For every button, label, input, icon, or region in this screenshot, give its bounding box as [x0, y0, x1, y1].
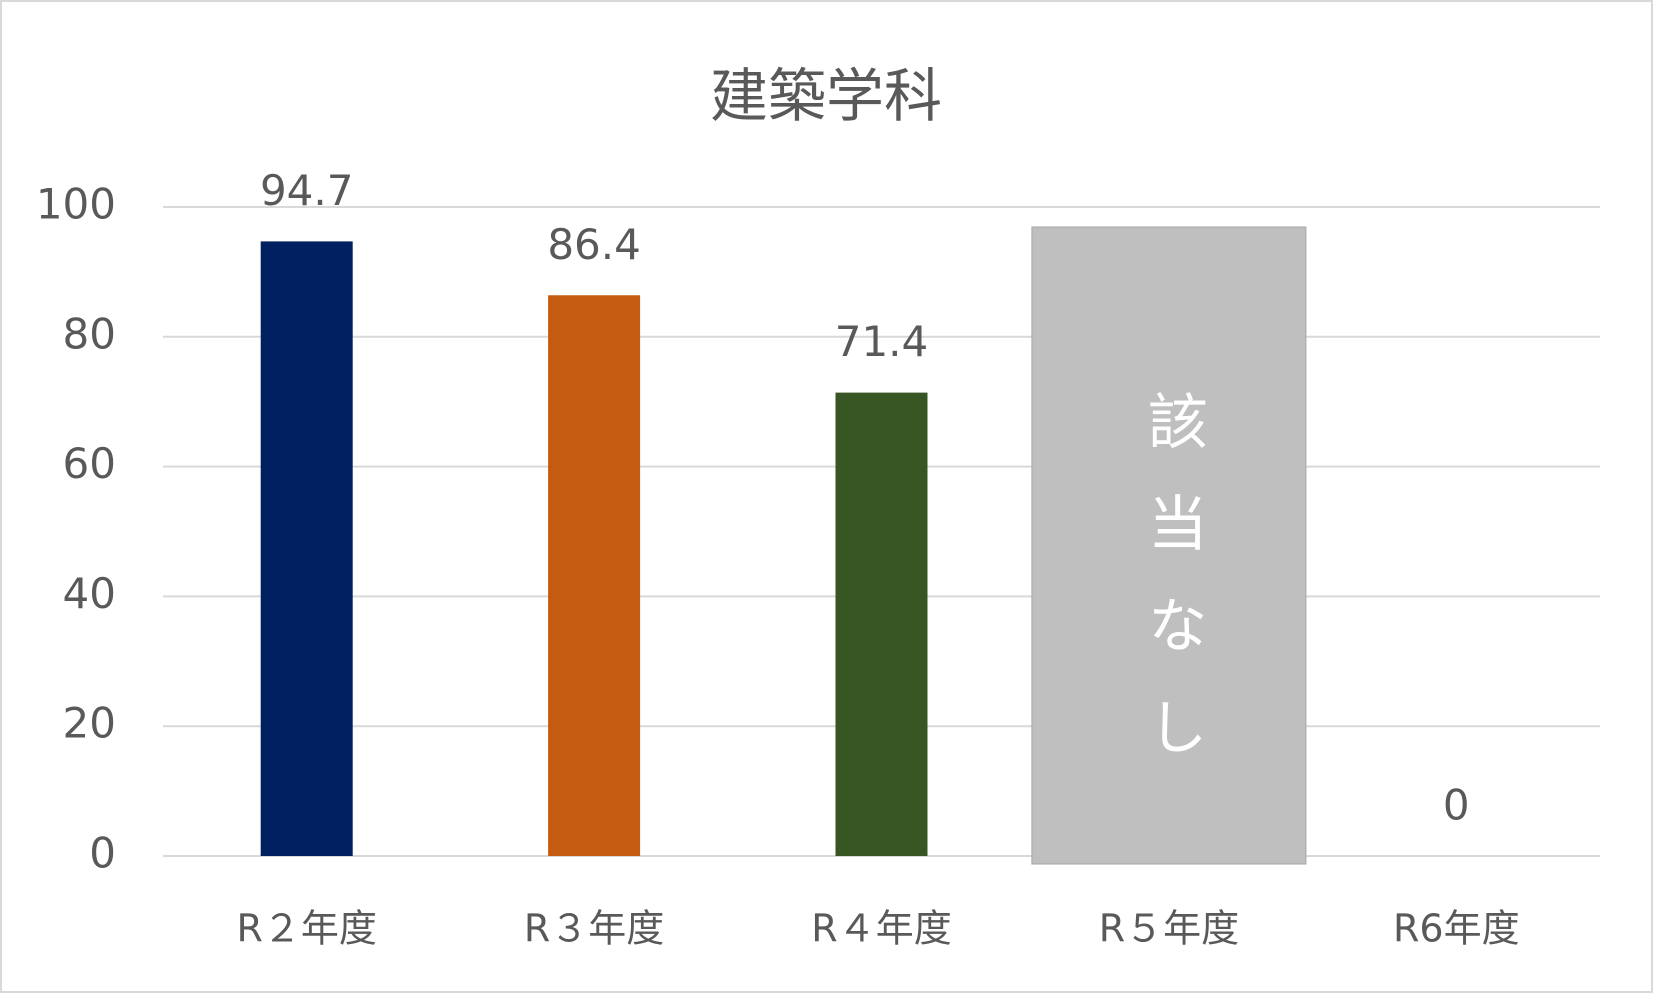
- y-tick-label: 100: [36, 180, 116, 229]
- value-label: 0: [1443, 781, 1470, 830]
- x-tick-label: R6年度: [1393, 907, 1520, 951]
- chart-title: 建築学科: [710, 62, 942, 130]
- y-tick-label: 60: [63, 439, 116, 488]
- value-label: 86.4: [547, 220, 641, 269]
- x-tick-label: R２年度: [236, 907, 376, 951]
- bar: [260, 241, 353, 857]
- x-tick-label: R４年度: [811, 907, 951, 951]
- x-tick-label: R５年度: [1099, 907, 1239, 951]
- value-label: 94.7: [260, 166, 354, 215]
- x-tick-label: R３年度: [524, 907, 664, 951]
- y-tick-label: 20: [63, 699, 116, 748]
- y-tick-label: 80: [63, 309, 116, 358]
- value-label: 71.4: [835, 317, 929, 366]
- y-tick-label: 0: [89, 829, 116, 878]
- no-data-annotation: 該当なし: [1137, 390, 1207, 798]
- no-data-box: [1031, 226, 1307, 865]
- y-tick-label: 40: [63, 569, 116, 618]
- bar: [835, 392, 928, 856]
- bar: [548, 295, 641, 856]
